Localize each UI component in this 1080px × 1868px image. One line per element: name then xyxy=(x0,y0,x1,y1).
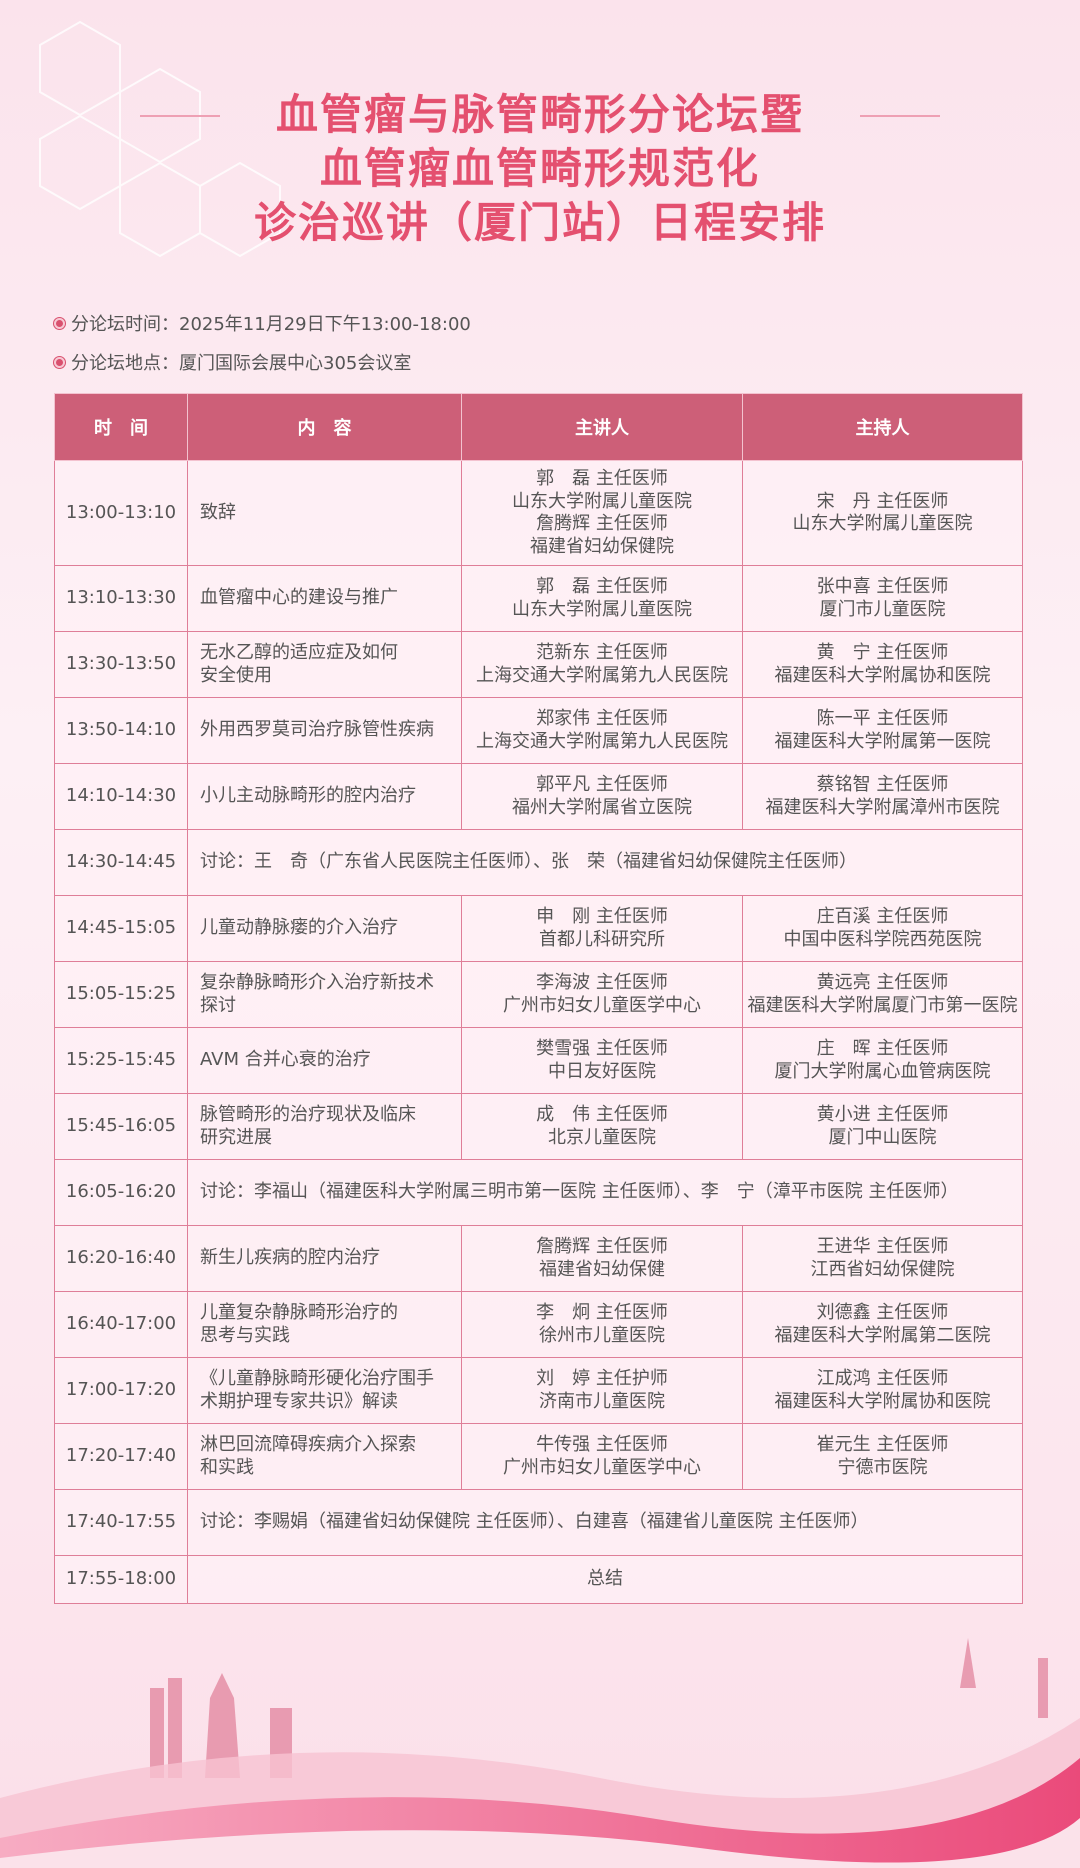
content-cell: 致辞 xyxy=(187,460,462,566)
content-cell: 淋巴回流障碍疾病介入探索 和实践 xyxy=(187,1423,462,1490)
time-cell: 14:30-14:45 xyxy=(54,829,188,896)
time-cell: 15:05-15:25 xyxy=(54,961,188,1028)
content-cell: 《儿童静脉畸形硬化治疗围手 术期护理专家共识》解读 xyxy=(187,1357,462,1424)
forum-time: 分论坛时间：2025年11月29日下午13:00-18:00 xyxy=(54,310,471,336)
title-line: 血管瘤血管畸形规范化 xyxy=(319,144,760,193)
title-decoration-right xyxy=(860,115,940,117)
host-cell: 王进华 主任医师 江西省妇幼保健院 xyxy=(742,1225,1023,1292)
speaker-cell: 郭 磊 主任医师 山东大学附属儿童医院 xyxy=(461,565,743,632)
time-cell: 17:55-18:00 xyxy=(54,1555,188,1604)
time-cell: 17:00-17:20 xyxy=(54,1357,188,1424)
summary-cell: 总结 xyxy=(187,1555,1023,1604)
content-cell: 外用西罗莫司治疗脉管性疾病 xyxy=(187,697,462,764)
page-title: 血管瘤与脉管畸形分论坛暨 血管瘤血管畸形规范化 诊治巡讲（厦门站）日程安排 xyxy=(0,88,1080,250)
speaker-cell: 樊雪强 主任医师 中日友好医院 xyxy=(461,1027,743,1094)
speaker-cell: 李海波 主任医师 广州市妇女儿童医学中心 xyxy=(461,961,743,1028)
table-row: 16:20-16:40 新生儿疾病的腔内治疗 詹腾辉 主任医师 福建省妇幼保健 王进华 … xyxy=(54,1225,1023,1292)
table-row: 15:45-16:05 脉管畸形的治疗现状及临床 研究进展成 伟 主任医师 北京儿童医… xyxy=(54,1093,1023,1160)
discussion-cell: 讨论：李福山（福建医科大学附属三明市第一医院 主任医师）、李 宁（漳平市医院 主… xyxy=(187,1159,1023,1226)
forum-place: 分论坛地点：厦门国际会展中心305会议室 xyxy=(54,349,411,375)
table-row: 17:00-17:20 《儿童静脉畸形硬化治疗围手 术期护理专家共识》解读刘 婷 主… xyxy=(54,1357,1023,1424)
table-row: 14:45-15:05 儿童动静脉瘘的介入治疗申 刚 主任医师 首都儿科研究所 庄百溪… xyxy=(54,895,1023,962)
time-cell: 13:00-13:10 xyxy=(54,460,188,566)
content-cell: AVM 合并心衰的治疗 xyxy=(187,1027,462,1094)
speaker-cell: 郭 磊 主任医师 山东大学附属儿童医院 詹腾辉 主任医师 福建省妇幼保健院 xyxy=(461,460,743,566)
host-cell: 崔元生 主任医师 宁德市医院 xyxy=(742,1423,1023,1490)
time-cell: 13:50-14:10 xyxy=(54,697,188,764)
host-cell: 黄小进 主任医师 厦门中山医院 xyxy=(742,1093,1023,1160)
city-skyline-decoration xyxy=(0,1638,1080,1868)
header-time: 时 间 xyxy=(54,393,188,461)
host-cell: 宋 丹 主任医师 山东大学附属儿童医院 xyxy=(742,460,1023,566)
discussion-cell: 讨论：李赐娟（福建省妇幼保健院 主任医师）、白建喜（福建省儿童医院 主任医师） xyxy=(187,1489,1023,1556)
time-cell: 17:40-17:55 xyxy=(54,1489,188,1556)
speaker-cell: 刘 婷 主任护师 济南市儿童医院 xyxy=(461,1357,743,1424)
table-row: 17:20-17:40 淋巴回流障碍疾病介入探索 和实践 牛传强 主任医师 广州市妇女儿… xyxy=(54,1423,1023,1490)
table-row: 13:50-14:10 外用西罗莫司治疗脉管性疾病 郑家伟 主任医师 上海交通大学附属… xyxy=(54,697,1023,764)
time-cell: 13:10-13:30 xyxy=(54,565,188,632)
speaker-cell: 郑家伟 主任医师 上海交通大学附属第九人民医院 xyxy=(461,697,743,764)
forum-time-text: 分论坛时间：2025年11月29日下午13:00-18:00 xyxy=(71,314,471,335)
content-cell: 血管瘤中心的建设与推广 xyxy=(187,565,462,632)
host-cell: 庄百溪 主任医师 中国中医科学院西苑医院 xyxy=(742,895,1023,962)
host-cell: 庄 晖 主任医师 厦门大学附属心血管病医院 xyxy=(742,1027,1023,1094)
table-row: 14:30-14:45 讨论：王 奇（广东省人民医院主任医师）、张 荣（福建省妇幼… xyxy=(54,829,1023,896)
content-cell: 儿童动静脉瘘的介入治疗 xyxy=(187,895,462,962)
host-cell: 蔡铭智 主任医师 福建医科大学附属漳州市医院 xyxy=(742,763,1023,830)
forum-place-text: 分论坛地点：厦门国际会展中心305会议室 xyxy=(71,353,412,374)
host-cell: 黄远亮 主任医师 福建医科大学附属厦门市第一医院 xyxy=(742,961,1023,1028)
table-row: 17:40-17:55 讨论：李赐娟（福建省妇幼保健院 主任医师）、白建喜（福建省… xyxy=(54,1489,1023,1556)
host-cell: 江成鸿 主任医师 福建医科大学附属协和医院 xyxy=(742,1357,1023,1424)
speaker-cell: 成 伟 主任医师 北京儿童医院 xyxy=(461,1093,743,1160)
time-cell: 16:40-17:00 xyxy=(54,1291,188,1358)
host-cell: 张中喜 主任医师 厦门市儿童医院 xyxy=(742,565,1023,632)
table-row: 14:10-14:30 小儿主动脉畸形的腔内治疗 郭平凡 主任医师 福州大学附属省立医… xyxy=(54,763,1023,830)
table-row: 13:30-13:50 无水乙醇的适应症及如何 安全使用 范新东 主任医师 上海交通大学… xyxy=(54,631,1023,698)
time-cell: 14:10-14:30 xyxy=(54,763,188,830)
bullet-icon xyxy=(54,317,65,329)
time-cell: 15:45-16:05 xyxy=(54,1093,188,1160)
header-content: 内 容 xyxy=(187,393,462,461)
speaker-cell: 牛传强 主任医师 广州市妇女儿童医学中心 xyxy=(461,1423,743,1490)
table-row: 16:05-16:20 讨论：李福山（福建医科大学附属三明市第一医院 主任医师）、… xyxy=(54,1159,1023,1226)
title-line: 诊治巡讲（厦门站）日程安排 xyxy=(253,198,826,247)
speaker-cell: 李 炯 主任医师 徐州市儿童医院 xyxy=(461,1291,743,1358)
host-cell: 刘德鑫 主任医师 福建医科大学附属第二医院 xyxy=(742,1291,1023,1358)
host-cell: 黄 宁 主任医师 福建医科大学附属协和医院 xyxy=(742,631,1023,698)
content-cell: 新生儿疾病的腔内治疗 xyxy=(187,1225,462,1292)
content-cell: 无水乙醇的适应症及如何 安全使用 xyxy=(187,631,462,698)
title-line: 血管瘤与脉管畸形分论坛暨 xyxy=(275,90,804,139)
content-cell: 儿童复杂静脉畸形治疗的 思考与实践 xyxy=(187,1291,462,1358)
content-cell: 小儿主动脉畸形的腔内治疗 xyxy=(187,763,462,830)
table-header: 时 间 内 容 主讲人 主持人 xyxy=(54,393,1023,461)
content-cell: 脉管畸形的治疗现状及临床 研究进展 xyxy=(187,1093,462,1160)
speaker-cell: 申 刚 主任医师 首都儿科研究所 xyxy=(461,895,743,962)
time-cell: 16:05-16:20 xyxy=(54,1159,188,1226)
speaker-cell: 范新东 主任医师 上海交通大学附属第九人民医院 xyxy=(461,631,743,698)
time-cell: 14:45-15:05 xyxy=(54,895,188,962)
hexagon-decoration xyxy=(39,20,281,258)
speaker-cell: 郭平凡 主任医师 福州大学附属省立医院 xyxy=(461,763,743,830)
time-cell: 13:30-13:50 xyxy=(54,631,188,698)
speaker-cell: 詹腾辉 主任医师 福建省妇幼保健 xyxy=(461,1225,743,1292)
schedule-table: 时 间 内 容 主讲人 主持人 13:00-13:10 致辞郭 磊 主任医师 山东大… xyxy=(54,393,1023,1604)
table-row: 15:05-15:25 复杂静脉畸形介入治疗新技术 探讨 李海波 主任医师 广州市妇女儿… xyxy=(54,961,1023,1028)
discussion-cell: 讨论：王 奇（广东省人民医院主任医师）、张 荣（福建省妇幼保健院主任医师） xyxy=(187,829,1023,896)
title-decoration-left xyxy=(140,115,220,117)
header-host: 主持人 xyxy=(742,393,1023,461)
time-cell: 17:20-17:40 xyxy=(54,1423,188,1490)
bullet-icon xyxy=(54,356,65,368)
table-row: 17:55-18:00 总结 xyxy=(54,1555,1023,1604)
table-row: 13:10-13:30 血管瘤中心的建设与推广郭 磊 主任医师 山东大学附属儿童医院… xyxy=(54,565,1023,632)
time-cell: 15:25-15:45 xyxy=(54,1027,188,1094)
content-cell: 复杂静脉畸形介入治疗新技术 探讨 xyxy=(187,961,462,1028)
table-row: 13:00-13:10 致辞郭 磊 主任医师 山东大学附属儿童医院 詹腾辉 主任医师福… xyxy=(54,460,1023,566)
host-cell: 陈一平 主任医师 福建医科大学附属第一医院 xyxy=(742,697,1023,764)
time-cell: 16:20-16:40 xyxy=(54,1225,188,1292)
table-row: 16:40-17:00 儿童复杂静脉畸形治疗的 思考与实践李 炯 主任医师 徐州市儿童… xyxy=(54,1291,1023,1358)
header-speaker: 主讲人 xyxy=(461,393,743,461)
table-row: 15:25-15:45 AVM 合并心衰的治疗 樊雪强 主任医师 中日友好医院庄 晖 … xyxy=(54,1027,1023,1094)
